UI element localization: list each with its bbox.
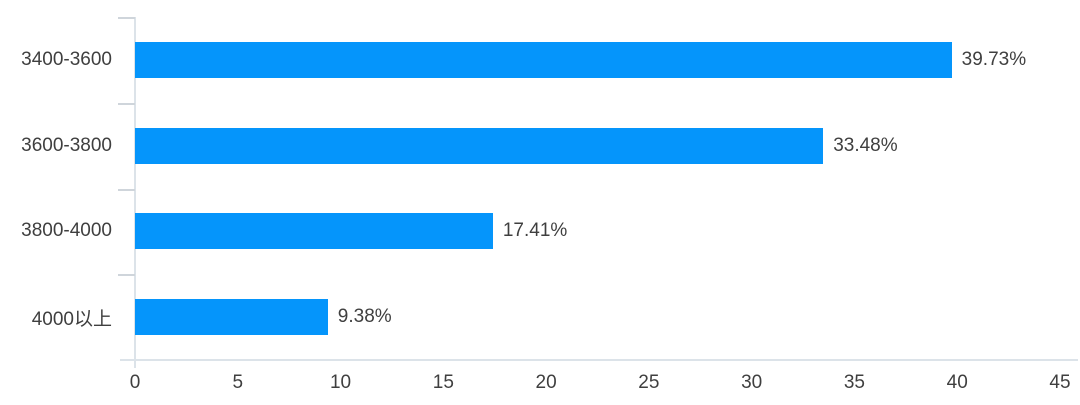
x-axis-tick-label: 0 <box>129 372 141 393</box>
value-label: 39.73% <box>961 48 1027 70</box>
category-label: 4000以上 <box>31 308 112 330</box>
category-label: 3800-4000 <box>21 220 112 242</box>
category-label: 3600-3800 <box>21 134 112 156</box>
x-axis-tick-label: 45 <box>1049 372 1071 393</box>
y-axis-tick <box>118 17 135 19</box>
x-axis-tick-label: 10 <box>329 372 352 393</box>
y-axis-line <box>134 17 136 368</box>
category-label: 3400-3600 <box>21 48 112 70</box>
y-axis-tick <box>118 274 135 276</box>
y-axis-tick <box>118 189 135 191</box>
value-label: 9.38% <box>337 306 392 328</box>
x-axis-tick-label: 5 <box>232 372 244 393</box>
bar <box>135 41 952 78</box>
bar <box>135 299 328 336</box>
x-axis-tick-label: 20 <box>535 372 557 393</box>
bar <box>135 213 493 250</box>
x-axis-line <box>120 359 1078 361</box>
x-axis-tick-label: 15 <box>432 372 454 393</box>
x-axis-tick-label: 30 <box>741 372 763 393</box>
bar <box>135 127 824 164</box>
x-axis-tick-label: 25 <box>638 372 660 393</box>
value-label: 33.48% <box>833 134 898 156</box>
x-axis-tick-label: 40 <box>946 372 968 393</box>
value-label: 17.41% <box>502 220 568 242</box>
x-axis-tick-label: 35 <box>843 372 865 393</box>
y-axis-tick <box>118 103 135 105</box>
